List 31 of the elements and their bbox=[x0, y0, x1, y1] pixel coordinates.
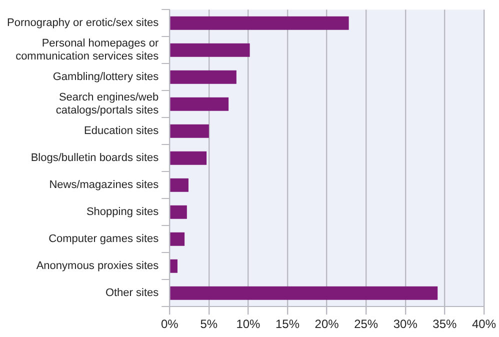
x-tick-label: 25% bbox=[354, 317, 378, 332]
x-tick-label: 40% bbox=[472, 317, 496, 332]
bar bbox=[170, 205, 187, 219]
bar bbox=[170, 97, 229, 111]
y-tick-label: Search engines/web catalogs/portals sites bbox=[56, 92, 160, 117]
bar bbox=[170, 70, 236, 84]
y-tick-label: Blogs/bulletin boards sites bbox=[30, 152, 160, 164]
bar bbox=[170, 232, 185, 246]
x-tick-label: 20% bbox=[314, 317, 340, 332]
x-tick-label: 30% bbox=[393, 317, 418, 332]
bar bbox=[170, 43, 250, 57]
bar bbox=[170, 16, 349, 30]
x-tick-label: 15% bbox=[275, 317, 300, 332]
y-tick-label: Shopping sites bbox=[86, 206, 160, 218]
bar bbox=[170, 178, 188, 192]
x-tick-label: 0% bbox=[160, 317, 179, 332]
x-tick-label: 10% bbox=[236, 317, 261, 332]
bar bbox=[170, 259, 178, 273]
y-tick-label: Personal homepages or communication services sites bbox=[16, 38, 160, 63]
y-tick-label: Computer games sites bbox=[48, 233, 160, 246]
x-tick-label: 5% bbox=[200, 317, 218, 332]
x-tick-label: 35% bbox=[432, 317, 458, 332]
y-tick-label: News/magazines sites bbox=[49, 179, 160, 192]
y-tick-label: Pornography or erotic/sex sites bbox=[6, 17, 160, 30]
y-tick-label: Gambling/lottery sites bbox=[52, 71, 160, 84]
y-tick-label: Anonymous proxies sites bbox=[36, 260, 160, 272]
bar bbox=[170, 286, 438, 300]
y-tick-label: Education sites bbox=[84, 125, 160, 138]
bar bbox=[170, 151, 207, 165]
bar bbox=[170, 124, 209, 138]
y-tick-label: Other sites bbox=[105, 287, 160, 300]
